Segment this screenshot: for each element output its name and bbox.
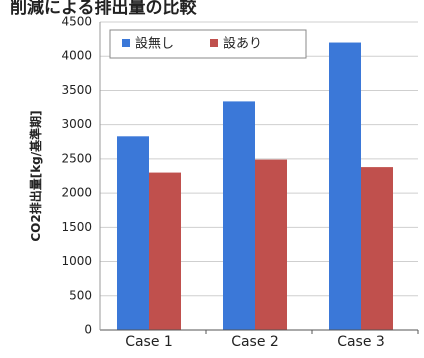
bars: [117, 42, 393, 331]
bar-series1-3: [329, 42, 361, 331]
legend-box: [109, 29, 307, 59]
y-tick-label: 4500: [61, 15, 92, 29]
x-tick-label: Case 1: [125, 334, 173, 350]
y-tick-label: 0: [84, 323, 92, 337]
bar-series2-3: [361, 167, 393, 330]
y-axis-label: CO2排出量[kg/基準期]: [28, 110, 43, 241]
x-tick-labels: Case 1 Case 2 Case 3: [125, 330, 419, 350]
legend-label-2: 設あり: [223, 36, 262, 52]
y-tick-label: 3500: [61, 83, 92, 97]
x-tick-label: Case 2: [231, 334, 279, 350]
y-tick-label: 4000: [61, 49, 92, 63]
legend-swatch-1: [122, 39, 130, 47]
y-tick-label: 1500: [61, 220, 92, 234]
bar-series1-1: [117, 136, 149, 330]
legend-swatch-2: [210, 39, 218, 47]
chart-title: 削減による排出量の比較: [10, 0, 197, 18]
y-tick-label: 1000: [61, 254, 92, 268]
y-tick-label: 500: [69, 288, 92, 302]
x-tick-label: Case 3: [337, 334, 385, 350]
y-tick-labels: 0 500 1000 1500 2000 2500 3000 3500 4000 4500: [61, 15, 92, 337]
bar-series1-2: [223, 101, 255, 330]
y-tick-label: 3000: [61, 117, 92, 131]
bar-series2-2: [255, 159, 287, 330]
legend-label-1: 設無し: [135, 36, 174, 52]
y-tick-label: 2500: [61, 151, 92, 165]
legend: 設無し 設あり: [109, 29, 307, 59]
bar-series2-1: [149, 172, 181, 330]
y-tick-label: 2000: [61, 186, 92, 200]
